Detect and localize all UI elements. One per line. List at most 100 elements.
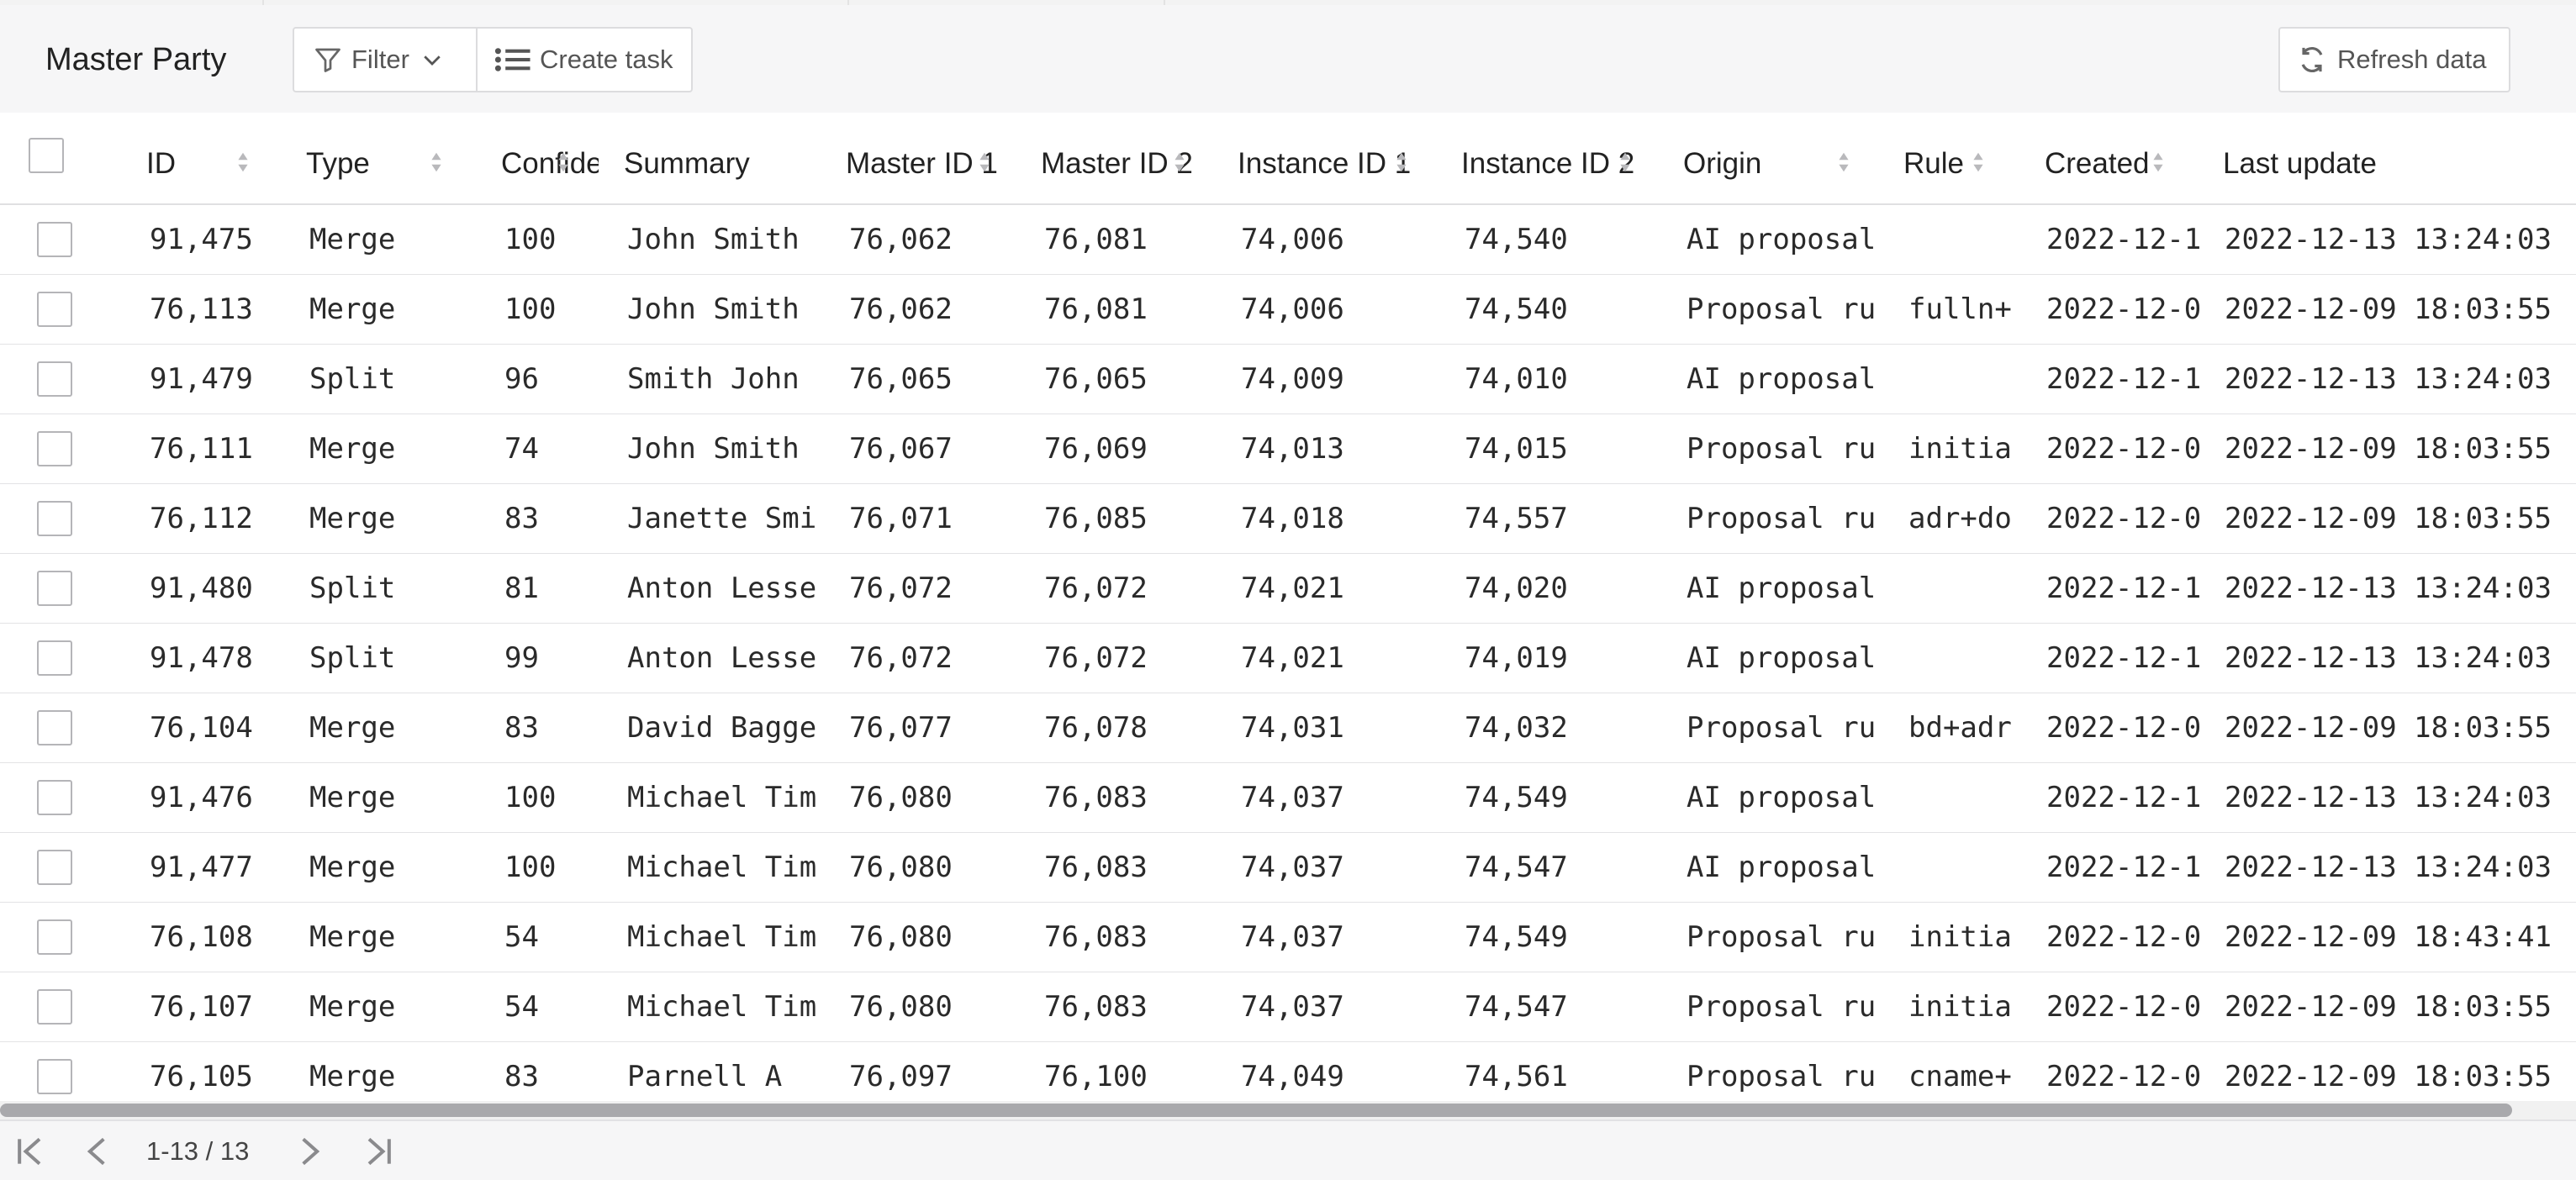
table-row[interactable]: 91,475 Merge 100 John Smith 76,062 76,081 74,0… [0,205,2576,276]
row-checkbox[interactable] [37,710,72,745]
cell-summary: Janette Smi [627,502,817,535]
cell-type: Merge [309,432,396,466]
table-row[interactable]: 76,104 Merge 83 David Bagge 76,077 76,078 74,0… [0,693,2576,764]
cell-type: Merge [309,223,396,256]
cell-confidence: 83 [504,1060,539,1093]
next-page-icon[interactable] [291,1133,328,1170]
row-checkbox[interactable] [37,501,72,536]
tab-segment [262,0,849,5]
sort-icon[interactable] [979,150,990,175]
cell-master-id-2: 76,081 [1044,223,1148,256]
prev-page-icon[interactable] [79,1133,116,1170]
column-header-master-id-1[interactable]: Master ID 1 [846,147,998,180]
table-row[interactable]: 76,107 Merge 54 Michael Tim 76,080 76,083 74,0… [0,972,2576,1043]
cell-origin: Proposal ru [1687,1060,1877,1093]
column-header-confidence[interactable]: Confide [501,147,599,180]
sort-icon[interactable] [1174,150,1185,175]
row-checkbox[interactable] [37,989,72,1025]
column-header-instance-id-2[interactable]: Instance ID 2 [1461,147,1635,180]
table-row[interactable]: 91,480 Split 81 Anton Lesse 76,072 76,072 74,0… [0,554,2576,624]
column-header-origin[interactable]: Origin [1683,147,1762,180]
scrollbar-thumb[interactable] [0,1104,2512,1117]
cell-last-update: 2022-12-09 18:43:41 [2225,920,2552,954]
select-all-checkbox[interactable] [29,138,64,173]
column-header-id[interactable]: ID [146,147,176,180]
filter-icon [315,48,340,72]
row-checkbox[interactable] [37,780,72,815]
cell-instance-id-2: 74,547 [1465,990,1568,1024]
column-header-instance-id-1[interactable]: Instance ID 1 [1238,147,1412,180]
cell-confidence: 100 [504,292,557,326]
cell-type: Merge [309,502,396,535]
cell-confidence: 81 [504,572,539,605]
row-checkbox[interactable] [37,850,72,885]
cell-rule [1908,205,2018,274]
cell-master-id-1: 76,077 [849,711,953,745]
cell-rule [1908,763,2018,832]
cell-summary: John Smith [627,432,800,466]
table-row[interactable]: 91,476 Merge 100 Michael Tim 76,080 76,083 74,… [0,763,2576,834]
cell-instance-id-1: 74,037 [1241,920,1344,954]
row-checkbox[interactable] [37,292,72,327]
horizontal-scrollbar[interactable] [0,1101,2576,1119]
table-row[interactable]: 91,477 Merge 100 Michael Tim 76,080 76,083 74,… [0,833,2576,903]
table-row[interactable]: 76,112 Merge 83 Janette Smi 76,071 76,085 74,0… [0,484,2576,555]
column-header-type[interactable]: Type [306,147,370,180]
sort-icon[interactable] [557,150,569,175]
sort-icon[interactable] [2152,150,2164,175]
table-row[interactable]: 91,479 Split 96 Smith John 76,065 76,065 74,00… [0,345,2576,415]
cell-master-id-2: 76,083 [1044,851,1148,884]
chevron-down-icon [424,55,441,66]
create-task-label: Create task [540,45,673,74]
table-row[interactable]: 76,113 Merge 100 John Smith 76,062 76,081 74,0… [0,275,2576,345]
last-page-icon[interactable] [360,1133,397,1170]
column-header-summary[interactable]: Summary [624,147,750,180]
cell-created: 2022-12-1 [2046,223,2202,256]
sort-icon[interactable] [1619,150,1631,175]
cell-summary: Michael Tim [627,920,817,954]
table-row[interactable]: 76,108 Merge 54 Michael Tim 76,080 76,083 74,0… [0,903,2576,973]
column-header-last-update[interactable]: Last update [2223,147,2377,180]
cell-last-update: 2022-12-09 18:03:55 [2225,292,2552,326]
cell-last-update: 2022-12-13 13:24:03 [2225,572,2552,605]
sort-icon[interactable] [430,150,442,175]
table-row[interactable]: 76,111 Merge 74 John Smith 76,067 76,069 74,01… [0,414,2576,485]
cell-origin: AI proposal [1687,851,1877,884]
cell-type: Merge [309,292,396,326]
sort-icon[interactable] [1396,150,1407,175]
cell-master-id-1: 76,072 [849,572,953,605]
cell-rule: initia [1908,990,2012,1024]
cell-id: 91,478 [150,641,253,675]
cell-created: 2022-12-0 [2046,990,2202,1024]
cell-master-id-2: 76,072 [1044,572,1148,605]
cell-confidence: 100 [504,223,557,256]
column-header-created[interactable]: Created [2045,147,2150,180]
cell-id: 76,104 [150,711,253,745]
cell-created: 2022-12-1 [2046,781,2202,814]
row-checkbox[interactable] [37,919,72,955]
row-checkbox[interactable] [37,1059,72,1094]
filter-button[interactable]: Filter [293,27,478,92]
table-row[interactable]: 91,478 Split 99 Anton Lesse 76,072 76,072 74,0… [0,624,2576,694]
refresh-data-label: Refresh data [2337,45,2487,74]
sort-icon[interactable] [1972,150,1984,175]
row-checkbox[interactable] [37,431,72,466]
column-header-rule[interactable]: Rule [1903,147,1964,180]
column-header-master-id-2[interactable]: Master ID 2 [1041,147,1193,180]
sort-icon[interactable] [237,150,249,175]
cell-rule: adr+do [1908,502,2012,535]
cell-last-update: 2022-12-09 18:03:55 [2225,1060,2552,1093]
cell-master-id-1: 76,080 [849,851,953,884]
refresh-data-button[interactable]: Refresh data [2278,27,2510,92]
row-checkbox[interactable] [37,640,72,676]
cell-summary: John Smith [627,292,800,326]
cell-confidence: 99 [504,641,539,675]
row-checkbox[interactable] [37,571,72,606]
cell-created: 2022-12-0 [2046,292,2202,326]
row-checkbox[interactable] [37,361,72,397]
cell-last-update: 2022-12-09 18:03:55 [2225,502,2552,535]
first-page-icon[interactable] [12,1133,49,1170]
sort-icon[interactable] [1838,150,1850,175]
row-checkbox[interactable] [37,222,72,257]
create-task-button[interactable]: Create task [476,27,693,92]
